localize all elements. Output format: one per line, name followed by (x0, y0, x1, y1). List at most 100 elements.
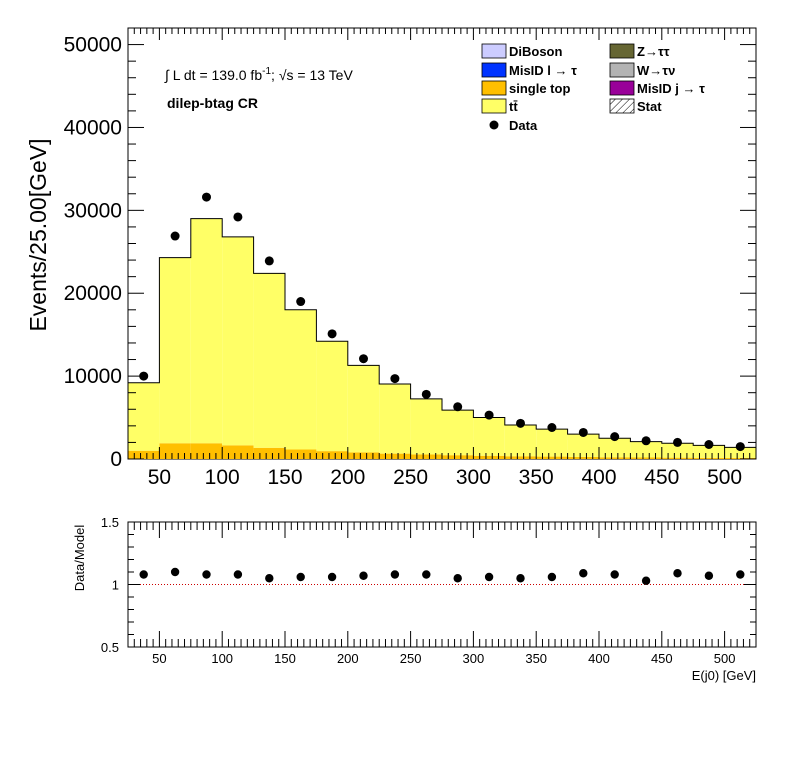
y-tick-label: 10000 (64, 365, 122, 388)
bar-single-top-1 (159, 443, 191, 459)
bar-single-top-6 (316, 451, 348, 459)
bar-ttbar-9 (410, 398, 442, 455)
legend-label: W→τν (637, 63, 675, 78)
x-tick-label: 350 (519, 466, 554, 489)
data-point-1 (170, 231, 180, 241)
x-tick-label: 100 (205, 466, 240, 489)
bar-ttbar-13 (536, 429, 568, 457)
data-point-15 (610, 432, 620, 442)
y-tick-label: 50000 (64, 34, 122, 57)
region-label: dilep-btag CR (167, 95, 258, 111)
ratio-panel: 50 100 150 200 250 300 350 400 450 500 0.5 1 1.5 Da… (72, 515, 757, 683)
bar-ttbar-18 (693, 445, 725, 458)
ratio-point-6 (327, 572, 337, 582)
y-tick-label: 40000 (64, 116, 122, 139)
bar-single-top-0 (128, 450, 160, 459)
data-point-7 (359, 354, 368, 364)
ratio-x-tick-label: 150 (274, 651, 296, 666)
ratio-point-18 (704, 571, 714, 580)
legend-entry: MisID l → τ (481, 62, 577, 78)
data-point-13 (547, 423, 557, 433)
bar-single-top-12 (504, 456, 537, 459)
legend: DiBoson Z→ττ MisID l → τ W→τν single top MisI… (481, 43, 705, 133)
sqrt-s: √s (279, 67, 294, 83)
bar-single-top-4 (253, 447, 285, 459)
legend-swatch (481, 98, 507, 114)
data-point-12 (516, 418, 525, 428)
data-point-5 (296, 297, 306, 307)
data-point-11 (484, 410, 494, 420)
ratio-x-tick-label: 500 (714, 651, 736, 666)
bar-ttbar-6 (316, 341, 348, 452)
data-point-17 (673, 437, 682, 447)
ratio-frame (127, 521, 757, 648)
data-point-16 (641, 436, 651, 446)
ratio-x-tick-label: 300 (463, 651, 485, 666)
ratio-point-12 (516, 574, 525, 583)
legend-swatch (609, 43, 635, 59)
bar-ttbar-1 (159, 257, 191, 444)
legend-label: MisID l → τ (509, 63, 577, 78)
bar-single-top-9 (410, 454, 442, 459)
data-point-2 (202, 192, 211, 202)
ratio-point-2 (202, 570, 211, 579)
bar-single-top-16 (630, 457, 662, 459)
legend-swatch (609, 62, 635, 78)
legend-swatch (481, 62, 507, 78)
legend-entry: Stat (609, 98, 662, 114)
bar-ttbar-5 (285, 309, 317, 450)
main-y-ticks: 0 10000 20000 30000 40000 50000 (64, 27, 756, 471)
ratio-x-tick-label: 50 (152, 651, 166, 666)
x-axis-label: E(j0) [GeV] (692, 668, 756, 683)
bar-single-top-14 (567, 456, 599, 459)
bar-ttbar-3 (222, 236, 254, 446)
lumi-superscript: -1 (262, 66, 271, 77)
data-point-10 (453, 402, 463, 412)
ratio-point-1 (170, 567, 180, 577)
legend-marker (489, 120, 499, 130)
lumi-separator: ; (271, 67, 279, 83)
ratio-point-11 (484, 572, 494, 582)
x-tick-label: 300 (456, 466, 491, 489)
x-tick-label: 450 (644, 466, 679, 489)
ratio-x-tick-label: 100 (211, 651, 233, 666)
bar-single-top-10 (442, 455, 474, 459)
bar-single-top-2 (190, 443, 223, 459)
legend-label: Z→ττ (637, 44, 670, 59)
legend-swatch (609, 80, 635, 96)
main-x-ticks: 50 100 150 200 250 300 350 400 450 500 (127, 28, 757, 489)
x-tick-label: 200 (330, 466, 365, 489)
model-outline (127, 218, 757, 459)
ratio-point-3 (233, 570, 243, 579)
ratio-points (139, 567, 745, 585)
legend-swatch (481, 80, 507, 96)
bar-ttbar-4 (253, 273, 285, 448)
y-tick-label: 0 (110, 448, 122, 471)
ratio-x-tick-label: 200 (337, 651, 359, 666)
ratio-y-tick-label: 0.5 (101, 640, 119, 655)
lumi-text: ∫ L dt = 139.0 fb (164, 67, 262, 83)
ratio-x-tick-label: 400 (588, 651, 610, 666)
bar-ttbar-2 (190, 218, 223, 444)
legend-entry: single top (481, 80, 570, 96)
stacked-bars (128, 218, 756, 459)
ratio-point-4 (265, 574, 274, 583)
legend-label: DiBoson (509, 44, 563, 59)
bar-ttbar-8 (379, 383, 411, 454)
ratio-point-13 (547, 572, 557, 582)
x-tick-label: 50 (148, 466, 171, 489)
ratio-point-9 (422, 570, 431, 579)
legend-entry: W→τν (609, 62, 675, 78)
legend-swatch-hatch (609, 98, 635, 114)
legend-label: Stat (637, 99, 662, 114)
main-panel: 50 100 150 200 250 300 350 400 450 500 0 10000 2000… (25, 27, 757, 489)
legend-entry: Z→ττ (609, 43, 670, 59)
legend-entry: MisID j → τ (609, 80, 705, 96)
y-tick-label: 20000 (64, 282, 122, 305)
ratio-point-5 (296, 572, 305, 582)
ratio-point-10 (453, 574, 462, 583)
data-point-14 (578, 427, 588, 437)
x-tick-label: 500 (707, 466, 742, 489)
y-axis-label: Events/25.00[GeV] (25, 138, 51, 331)
